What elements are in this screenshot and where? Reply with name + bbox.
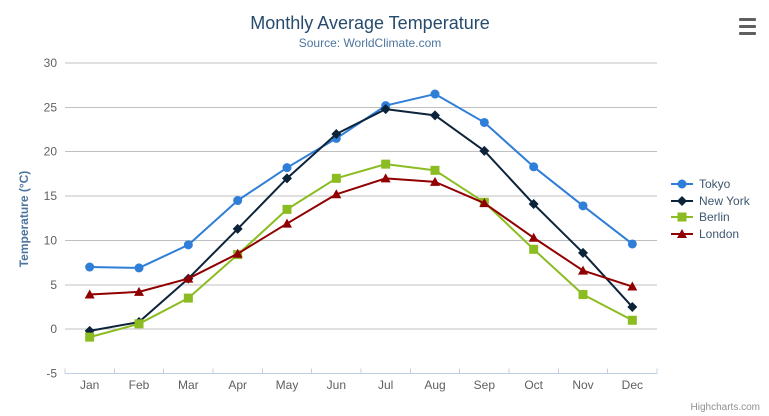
- y-axis-tick-label: 10: [44, 233, 58, 247]
- x-axis-tick-label: Dec: [622, 378, 643, 392]
- point-berlin-aug[interactable]: [430, 165, 440, 175]
- legend-label: London: [699, 226, 740, 241]
- hamburger-menu-icon: [737, 18, 757, 35]
- point-london-feb[interactable]: [134, 286, 144, 296]
- legend-marker-triangle-icon: [671, 228, 693, 238]
- chart-subtitle: Source: WorldClimate.com: [298, 36, 442, 50]
- point-new-york-apr[interactable]: [232, 223, 243, 234]
- series-tokyo-line: [88, 93, 634, 269]
- point-tokyo-sep[interactable]: [479, 117, 489, 127]
- point-berlin-may[interactable]: [282, 204, 292, 214]
- legend-marker-tokyo: [677, 179, 687, 189]
- point-new-york-jul[interactable]: [380, 104, 391, 115]
- legend-label: Berlin: [699, 210, 730, 225]
- legend: Tokyo New York Berlin London: [670, 176, 750, 242]
- series-tokyo: [85, 89, 637, 273]
- point-tokyo-jan[interactable]: [85, 262, 95, 272]
- x-axis-tick-label: Apr: [228, 378, 247, 392]
- point-new-york-may[interactable]: [282, 173, 292, 184]
- point-berlin-feb[interactable]: [134, 319, 144, 329]
- y-axis-tick-label: 5: [50, 278, 57, 292]
- point-tokyo-feb[interactable]: [134, 263, 144, 273]
- point-berlin-jan[interactable]: [85, 332, 95, 342]
- legend-item-new-york[interactable]: New York: [670, 193, 750, 210]
- series-london-line: [88, 177, 634, 296]
- legend-label: Tokyo: [699, 177, 731, 192]
- x-axis-tick-label: Jul: [378, 378, 393, 392]
- series-new-york: [84, 104, 638, 336]
- y-axis-tick-label: 25: [44, 100, 58, 114]
- point-london-jul[interactable]: [380, 173, 391, 183]
- point-london-nov[interactable]: [578, 265, 588, 275]
- legend-marker-square-icon: [671, 212, 693, 222]
- legend-item-tokyo[interactable]: Tokyo: [670, 176, 750, 193]
- legend-marker-circle-icon: [671, 179, 693, 189]
- y-axis-tick-label: 20: [44, 145, 58, 159]
- point-london-sep[interactable]: [479, 198, 490, 208]
- legend-marker-berlin: [677, 212, 687, 222]
- legend-marker-london: [677, 228, 687, 238]
- point-london-jan[interactable]: [84, 289, 95, 299]
- legend-item-berlin[interactable]: Berlin: [670, 209, 750, 226]
- point-london-dec[interactable]: [627, 281, 638, 291]
- x-axis-tick-label: May: [276, 378, 299, 392]
- point-berlin-jun[interactable]: [331, 173, 341, 183]
- x-axis-tick-label: Jun: [327, 378, 346, 392]
- point-london-may[interactable]: [282, 218, 292, 228]
- series-berlin-line: [88, 163, 634, 339]
- x-axis-tick-label: Nov: [572, 378, 593, 392]
- x-axis-tick-label: Jan: [80, 378, 99, 392]
- y-axis-tick-label: 30: [44, 56, 58, 70]
- point-tokyo-may[interactable]: [282, 163, 292, 173]
- legend-label: New York: [699, 193, 750, 208]
- x-axis-tick-label: Oct: [524, 378, 543, 392]
- point-tokyo-nov[interactable]: [578, 201, 588, 211]
- series-london: [84, 173, 638, 299]
- credits-link[interactable]: Highcharts.com: [690, 402, 760, 413]
- point-london-aug[interactable]: [430, 176, 440, 186]
- point-tokyo-oct[interactable]: [529, 162, 539, 172]
- y-axis-tick-label: 15: [44, 189, 58, 203]
- legend-marker-diamond-icon: [671, 195, 693, 206]
- series-new-york-line: [88, 108, 634, 332]
- x-axis-tick-label: Aug: [424, 378, 445, 392]
- y-axis-title: Temperature (°C): [17, 170, 31, 268]
- point-new-york-dec[interactable]: [627, 301, 638, 312]
- chart-title: Monthly Average Temperature: [250, 13, 490, 33]
- export-context-menu-button[interactable]: [736, 17, 758, 37]
- x-axis-tick-label: Feb: [129, 378, 150, 392]
- point-london-jun[interactable]: [331, 189, 342, 199]
- point-tokyo-aug[interactable]: [430, 89, 440, 99]
- point-berlin-dec[interactable]: [627, 315, 637, 325]
- point-tokyo-dec[interactable]: [627, 239, 637, 249]
- point-new-york-sep[interactable]: [479, 145, 490, 156]
- y-axis-tick-label: -5: [46, 367, 57, 381]
- point-london-mar[interactable]: [183, 273, 194, 283]
- point-berlin-jul[interactable]: [381, 159, 391, 169]
- point-berlin-nov[interactable]: [578, 290, 588, 300]
- point-new-york-nov[interactable]: [578, 247, 588, 258]
- legend-marker-new-york: [677, 195, 687, 206]
- point-berlin-mar[interactable]: [183, 293, 193, 303]
- point-london-oct[interactable]: [528, 232, 539, 242]
- legend-item-london[interactable]: London: [670, 226, 750, 243]
- point-tokyo-apr[interactable]: [233, 196, 243, 206]
- y-axis-tick-label: 0: [50, 322, 57, 336]
- x-axis-tick-label: Mar: [178, 378, 199, 392]
- point-london-apr[interactable]: [232, 248, 243, 258]
- x-axis-tick-label: Sep: [474, 378, 496, 392]
- point-new-york-jun[interactable]: [331, 128, 342, 139]
- point-berlin-oct[interactable]: [529, 244, 539, 254]
- point-tokyo-mar[interactable]: [183, 240, 193, 250]
- point-new-york-oct[interactable]: [528, 199, 539, 210]
- point-new-york-aug[interactable]: [430, 110, 440, 121]
